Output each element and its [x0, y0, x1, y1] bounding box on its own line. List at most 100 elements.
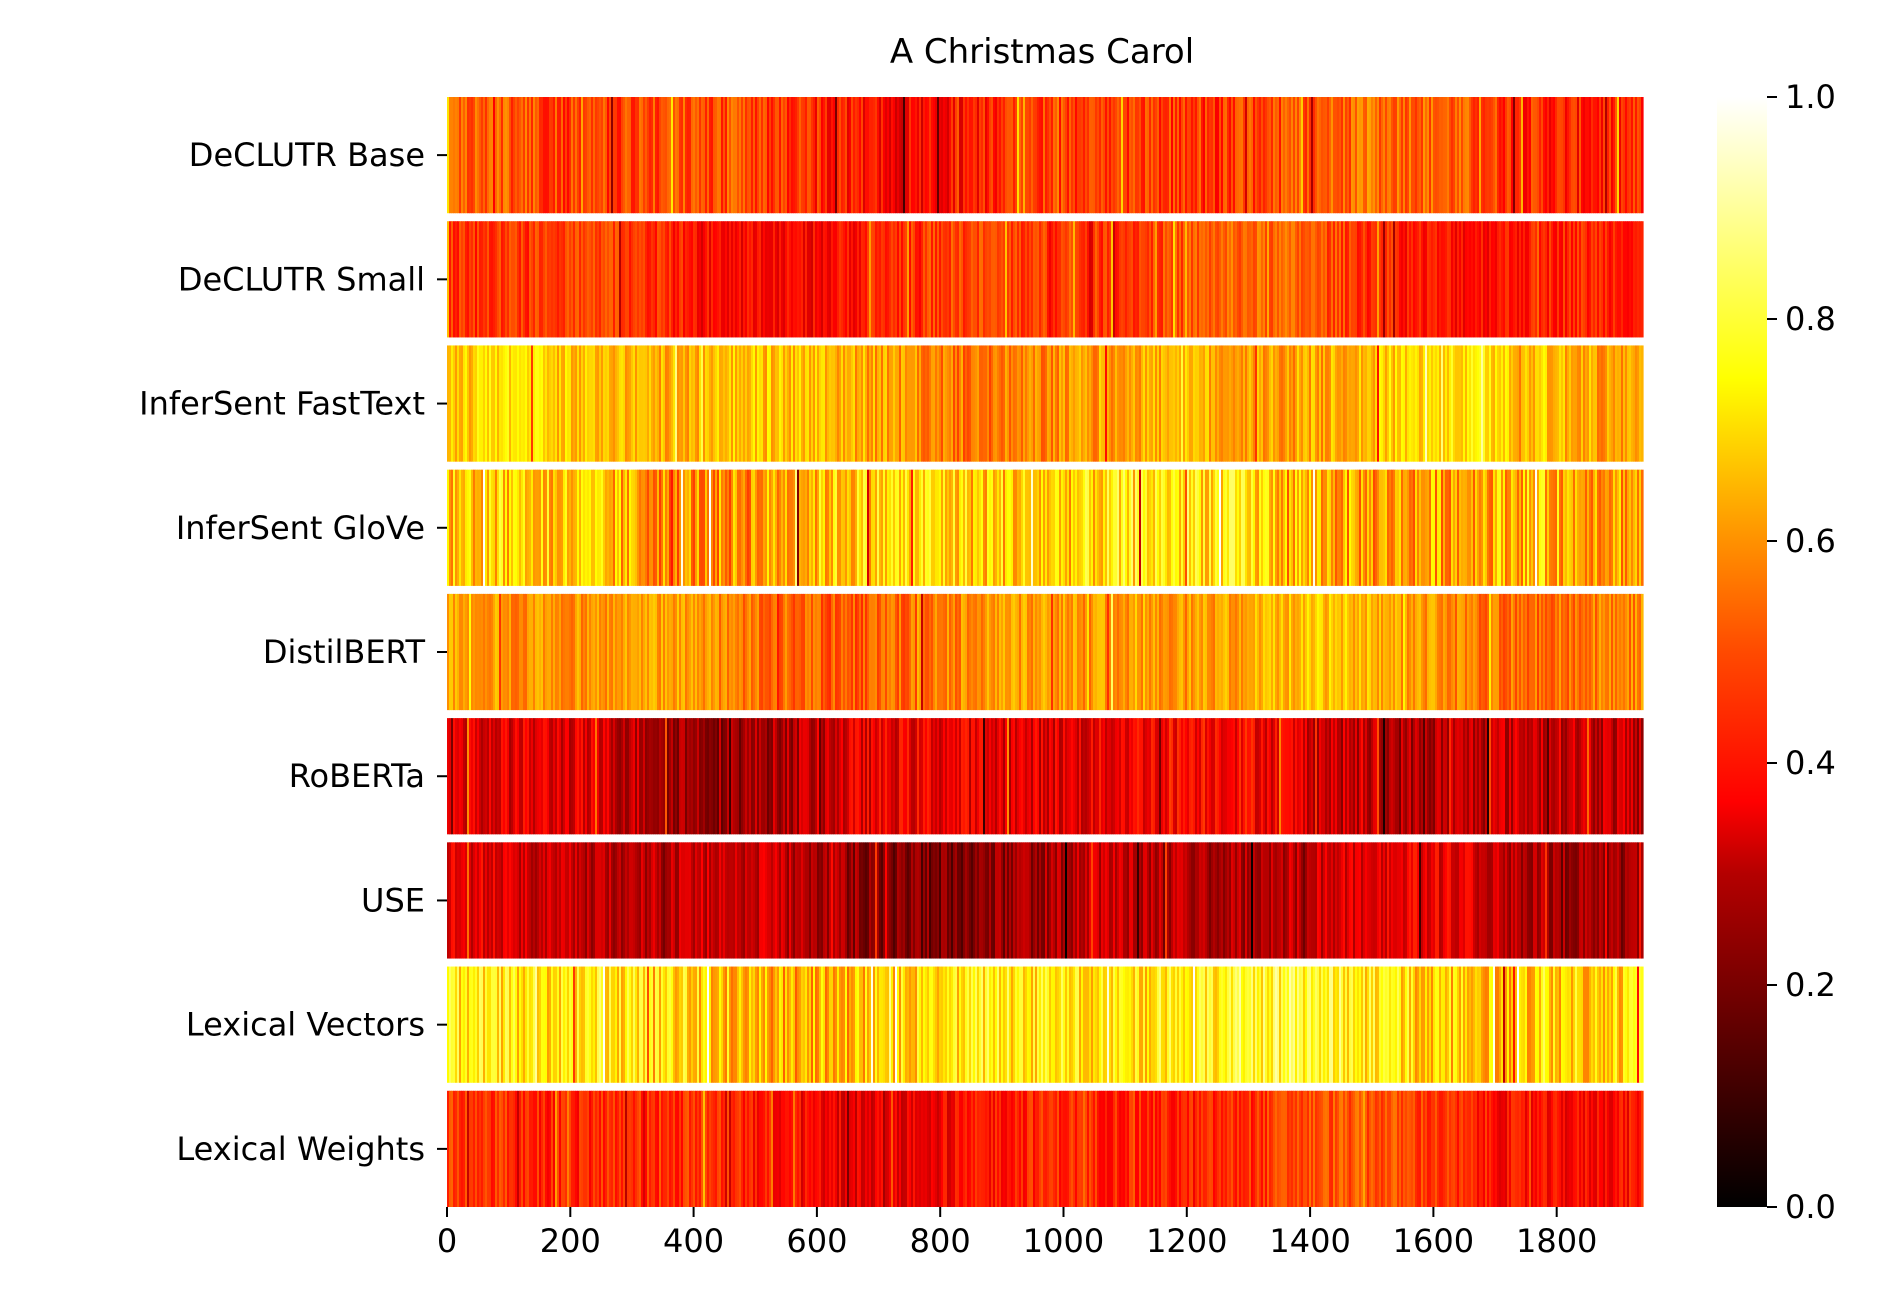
heatmap-cell	[1317, 842, 1320, 959]
heatmap-cell	[517, 842, 520, 959]
heatmap-cell	[721, 469, 724, 586]
heatmap-cell	[581, 842, 584, 959]
heatmap-cell	[561, 469, 564, 586]
heatmap-cell	[549, 718, 552, 835]
heatmap-cell	[865, 469, 868, 586]
heatmap-cell	[757, 593, 760, 711]
heatmap-cell	[1201, 469, 1204, 586]
heatmap-cell	[1305, 966, 1308, 1083]
heatmap-cell	[663, 718, 666, 835]
heatmap-cell	[1141, 842, 1144, 959]
heatmap-cell	[1013, 842, 1016, 959]
heatmap-cell	[1063, 221, 1066, 338]
heatmap-cell	[1611, 469, 1614, 586]
heatmap-cell	[1439, 593, 1442, 711]
heatmap-cell	[999, 966, 1002, 1083]
heatmap-cell	[1521, 345, 1524, 462]
heatmap-cell	[1327, 97, 1330, 214]
heatmap-cell	[1611, 221, 1614, 338]
heatmap-cell	[1069, 593, 1072, 711]
heatmap-cell	[1159, 345, 1162, 462]
heatmap-cell	[999, 221, 1002, 338]
heatmap-cell	[497, 345, 500, 462]
heatmap-cell	[1233, 966, 1236, 1083]
heatmap-cell	[1637, 97, 1640, 214]
heatmap-cell	[739, 1090, 742, 1207]
heatmap-cell	[527, 1090, 530, 1207]
heatmap-cell	[1225, 966, 1228, 1083]
heatmap-cell	[593, 593, 596, 711]
heatmap-cell	[805, 221, 808, 338]
heatmap-cell	[903, 842, 906, 959]
heatmap-cell	[1389, 593, 1392, 711]
heatmap-cell	[511, 842, 514, 959]
heatmap-cell	[489, 221, 492, 338]
heatmap-cell	[851, 97, 854, 214]
heatmap-cell	[955, 97, 958, 214]
heatmap-cell	[1183, 221, 1186, 338]
heatmap-cell	[539, 345, 542, 462]
heatmap-cell	[1429, 718, 1432, 835]
heatmap-cell	[1401, 718, 1404, 835]
heatmap-cell	[1397, 593, 1400, 711]
heatmap-cell	[975, 966, 978, 1083]
heatmap-cell	[1551, 221, 1554, 338]
heatmap-cell	[1507, 345, 1510, 462]
heatmap-cell	[1525, 842, 1528, 959]
heatmap-cell	[577, 842, 580, 959]
heatmap-cell	[1229, 97, 1232, 214]
heatmap-cell	[1507, 593, 1510, 711]
heatmap-cell	[625, 345, 628, 462]
heatmap-cell	[1107, 97, 1110, 214]
heatmap-cell	[949, 97, 952, 214]
heatmap-cell	[837, 221, 840, 338]
heatmap-cell	[813, 718, 816, 835]
heatmap-cell	[1641, 718, 1644, 835]
heatmap-cell	[1539, 718, 1542, 835]
heatmap-cell	[705, 469, 708, 586]
heatmap-cell	[1351, 842, 1354, 959]
heatmap-cell	[1151, 842, 1154, 959]
heatmap-cell	[915, 221, 918, 338]
heatmap-cell	[727, 718, 730, 835]
heatmap-cell	[717, 221, 720, 338]
heatmap-cell	[1239, 966, 1242, 1083]
heatmap-cell	[1353, 97, 1356, 214]
heatmap-cell	[587, 97, 590, 214]
heatmap-cell	[1387, 966, 1390, 1083]
heatmap-cell	[1455, 966, 1458, 1083]
heatmap-cell	[605, 718, 608, 835]
heatmap-cell	[791, 97, 794, 214]
heatmap-cell	[899, 966, 902, 1083]
heatmap-cell	[939, 842, 942, 959]
heatmap-cell	[809, 1090, 812, 1207]
heatmap-cell	[1585, 345, 1588, 462]
heatmap-cell	[925, 345, 928, 462]
heatmap-cell	[1329, 966, 1332, 1083]
heatmap-cell	[1529, 97, 1532, 214]
heatmap-cell	[911, 469, 914, 586]
heatmap-cell	[571, 221, 574, 338]
heatmap-cell	[1561, 966, 1564, 1083]
heatmap-cell	[1537, 469, 1540, 586]
heatmap-cell	[543, 966, 546, 1083]
heatmap-cell	[491, 842, 494, 959]
heatmap-cell	[467, 469, 470, 586]
heatmap-cell	[1237, 345, 1240, 462]
heatmap-cell	[1261, 221, 1264, 338]
heatmap-cell	[859, 345, 862, 462]
heatmap-cell	[951, 345, 954, 462]
heatmap-cell	[653, 221, 656, 338]
heatmap-cell	[1219, 469, 1222, 586]
heatmap-cell	[629, 97, 632, 214]
heatmap-cell	[999, 345, 1002, 462]
heatmap-cell	[1377, 842, 1380, 959]
heatmap-cell	[1301, 345, 1304, 462]
heatmap-cell	[577, 97, 580, 214]
heatmap-cell	[1285, 469, 1288, 586]
heatmap-cell	[1141, 966, 1144, 1083]
heatmap-cell	[1199, 593, 1202, 711]
heatmap-cell	[845, 469, 848, 586]
heatmap-cell	[767, 345, 770, 462]
heatmap-cell	[1203, 221, 1206, 338]
